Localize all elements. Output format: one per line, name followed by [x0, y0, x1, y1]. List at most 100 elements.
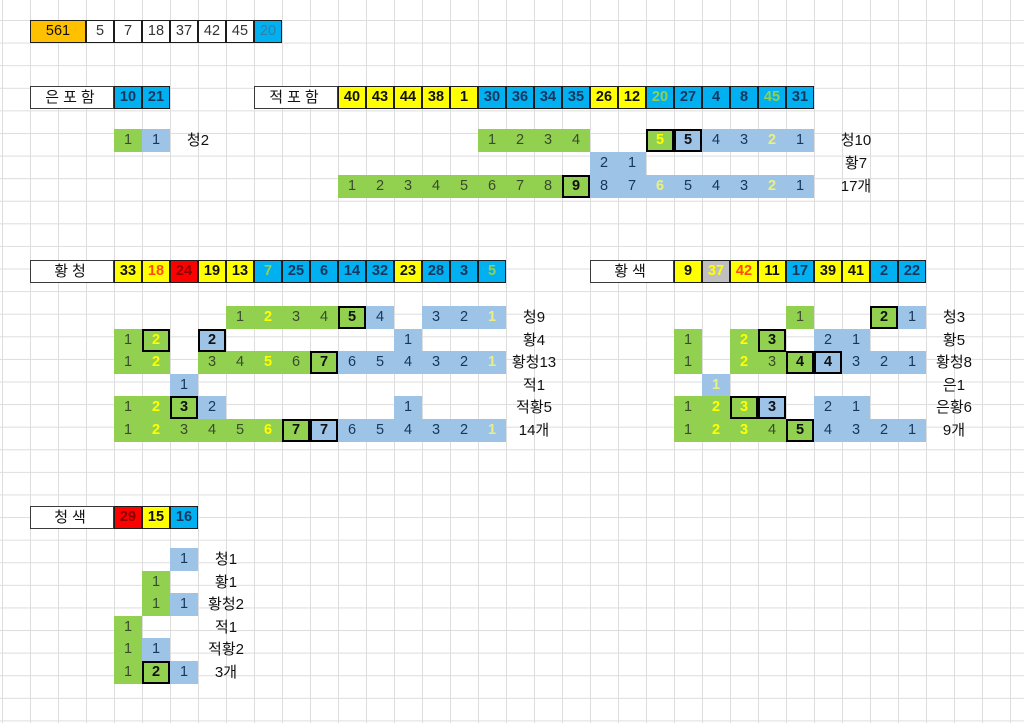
group-label-box[interactable]: 황청: [30, 260, 114, 283]
grid-cell[interactable]: 17: [786, 260, 814, 283]
grid-cell[interactable]: 3: [730, 419, 758, 442]
grid-cell[interactable]: 40: [338, 86, 366, 109]
grid-cell[interactable]: 1: [842, 396, 870, 419]
row-label[interactable]: 청3: [942, 309, 966, 326]
grid-cell[interactable]: 561: [30, 20, 86, 43]
grid-cell[interactable]: 4: [814, 351, 842, 374]
row-label[interactable]: 황청8: [936, 354, 972, 371]
grid-cell[interactable]: 5: [646, 129, 674, 152]
grid-cell[interactable]: 3: [842, 351, 870, 374]
grid-cell[interactable]: 2: [730, 329, 758, 352]
grid-cell[interactable]: 5: [478, 260, 506, 283]
grid-cell[interactable]: 37: [702, 260, 730, 283]
grid-cell[interactable]: 3: [450, 260, 478, 283]
grid-cell[interactable]: 10: [114, 86, 142, 109]
group-label-box[interactable]: 황색: [590, 260, 674, 283]
grid-cell[interactable]: 3: [730, 129, 758, 152]
grid-cell[interactable]: 2: [142, 329, 170, 352]
grid-cell[interactable]: 39: [814, 260, 842, 283]
grid-cell[interactable]: 2: [450, 419, 478, 442]
grid-cell[interactable]: 4: [394, 419, 422, 442]
row-label[interactable]: 적1: [522, 377, 546, 394]
grid-cell[interactable]: 16: [170, 506, 198, 529]
grid-cell[interactable]: 4: [702, 129, 730, 152]
grid-cell[interactable]: 4: [562, 129, 590, 152]
grid-cell[interactable]: 7: [506, 175, 534, 198]
grid-cell[interactable]: 1: [114, 351, 142, 374]
grid-cell[interactable]: 26: [590, 86, 618, 109]
grid-cell[interactable]: 1: [478, 129, 506, 152]
grid-cell[interactable]: 42: [730, 260, 758, 283]
row-label[interactable]: 황청13: [511, 354, 557, 371]
grid-cell[interactable]: 44: [394, 86, 422, 109]
grid-cell[interactable]: 36: [506, 86, 534, 109]
grid-cell[interactable]: 1: [478, 351, 506, 374]
grid-cell[interactable]: 5: [674, 175, 702, 198]
grid-cell[interactable]: 35: [562, 86, 590, 109]
grid-cell[interactable]: 6: [478, 175, 506, 198]
grid-cell[interactable]: 2: [198, 329, 226, 352]
grid-cell[interactable]: 3: [170, 396, 198, 419]
grid-cell[interactable]: 3: [534, 129, 562, 152]
row-label[interactable]: 청2: [186, 132, 210, 149]
grid-cell[interactable]: 2: [814, 396, 842, 419]
row-label[interactable]: 적황5: [516, 399, 552, 416]
grid-cell[interactable]: 20: [254, 20, 282, 43]
grid-cell[interactable]: 6: [646, 175, 674, 198]
grid-cell[interactable]: 1: [114, 129, 142, 152]
grid-cell[interactable]: 2: [142, 351, 170, 374]
grid-cell[interactable]: 3: [422, 306, 450, 329]
grid-cell[interactable]: 13: [226, 260, 254, 283]
grid-cell[interactable]: 2: [814, 329, 842, 352]
grid-cell[interactable]: 3: [730, 175, 758, 198]
grid-cell[interactable]: 6: [310, 260, 338, 283]
grid-cell[interactable]: 1: [142, 571, 170, 594]
grid-cell[interactable]: 6: [338, 351, 366, 374]
grid-cell[interactable]: 2: [702, 396, 730, 419]
grid-cell[interactable]: 5: [338, 306, 366, 329]
grid-cell[interactable]: 2: [730, 351, 758, 374]
row-label[interactable]: 황5: [942, 332, 966, 349]
row-label[interactable]: 청1: [214, 551, 238, 568]
grid-cell[interactable]: 18: [142, 20, 170, 43]
grid-cell[interactable]: 29: [114, 506, 142, 529]
grid-cell[interactable]: 1: [114, 638, 142, 661]
grid-cell[interactable]: 2: [450, 306, 478, 329]
grid-cell[interactable]: 1: [170, 548, 198, 571]
grid-cell[interactable]: 45: [758, 86, 786, 109]
grid-cell[interactable]: 1: [786, 175, 814, 198]
grid-cell[interactable]: 7: [618, 175, 646, 198]
grid-cell[interactable]: 1: [674, 396, 702, 419]
grid-cell[interactable]: 1: [338, 175, 366, 198]
grid-cell[interactable]: 42: [198, 20, 226, 43]
grid-cell[interactable]: 1: [142, 593, 170, 616]
grid-cell[interactable]: 1: [786, 129, 814, 152]
grid-cell[interactable]: 28: [422, 260, 450, 283]
grid-cell[interactable]: 3: [730, 396, 758, 419]
grid-cell[interactable]: 2: [506, 129, 534, 152]
grid-cell[interactable]: 31: [786, 86, 814, 109]
row-label[interactable]: 황1: [214, 574, 238, 591]
grid-cell[interactable]: 45: [226, 20, 254, 43]
row-label[interactable]: 적황2: [208, 641, 244, 658]
grid-cell[interactable]: 27: [674, 86, 702, 109]
grid-cell[interactable]: 5: [86, 20, 114, 43]
grid-cell[interactable]: 43: [366, 86, 394, 109]
grid-cell[interactable]: 5: [674, 129, 702, 152]
grid-cell[interactable]: 5: [786, 419, 814, 442]
grid-cell[interactable]: 4: [422, 175, 450, 198]
grid-cell[interactable]: 1: [114, 661, 142, 684]
grid-cell[interactable]: 6: [338, 419, 366, 442]
grid-cell[interactable]: 32: [366, 260, 394, 283]
grid-cell[interactable]: 1: [702, 374, 730, 397]
row-label[interactable]: 황4: [522, 332, 546, 349]
grid-cell[interactable]: 2: [198, 396, 226, 419]
grid-cell[interactable]: 1: [674, 351, 702, 374]
grid-cell[interactable]: 2: [450, 351, 478, 374]
row-label[interactable]: 청9: [522, 309, 546, 326]
row-label[interactable]: 9개: [942, 422, 966, 439]
grid-cell[interactable]: 41: [842, 260, 870, 283]
grid-cell[interactable]: 23: [394, 260, 422, 283]
grid-cell[interactable]: 1: [786, 306, 814, 329]
grid-cell[interactable]: 1: [898, 419, 926, 442]
